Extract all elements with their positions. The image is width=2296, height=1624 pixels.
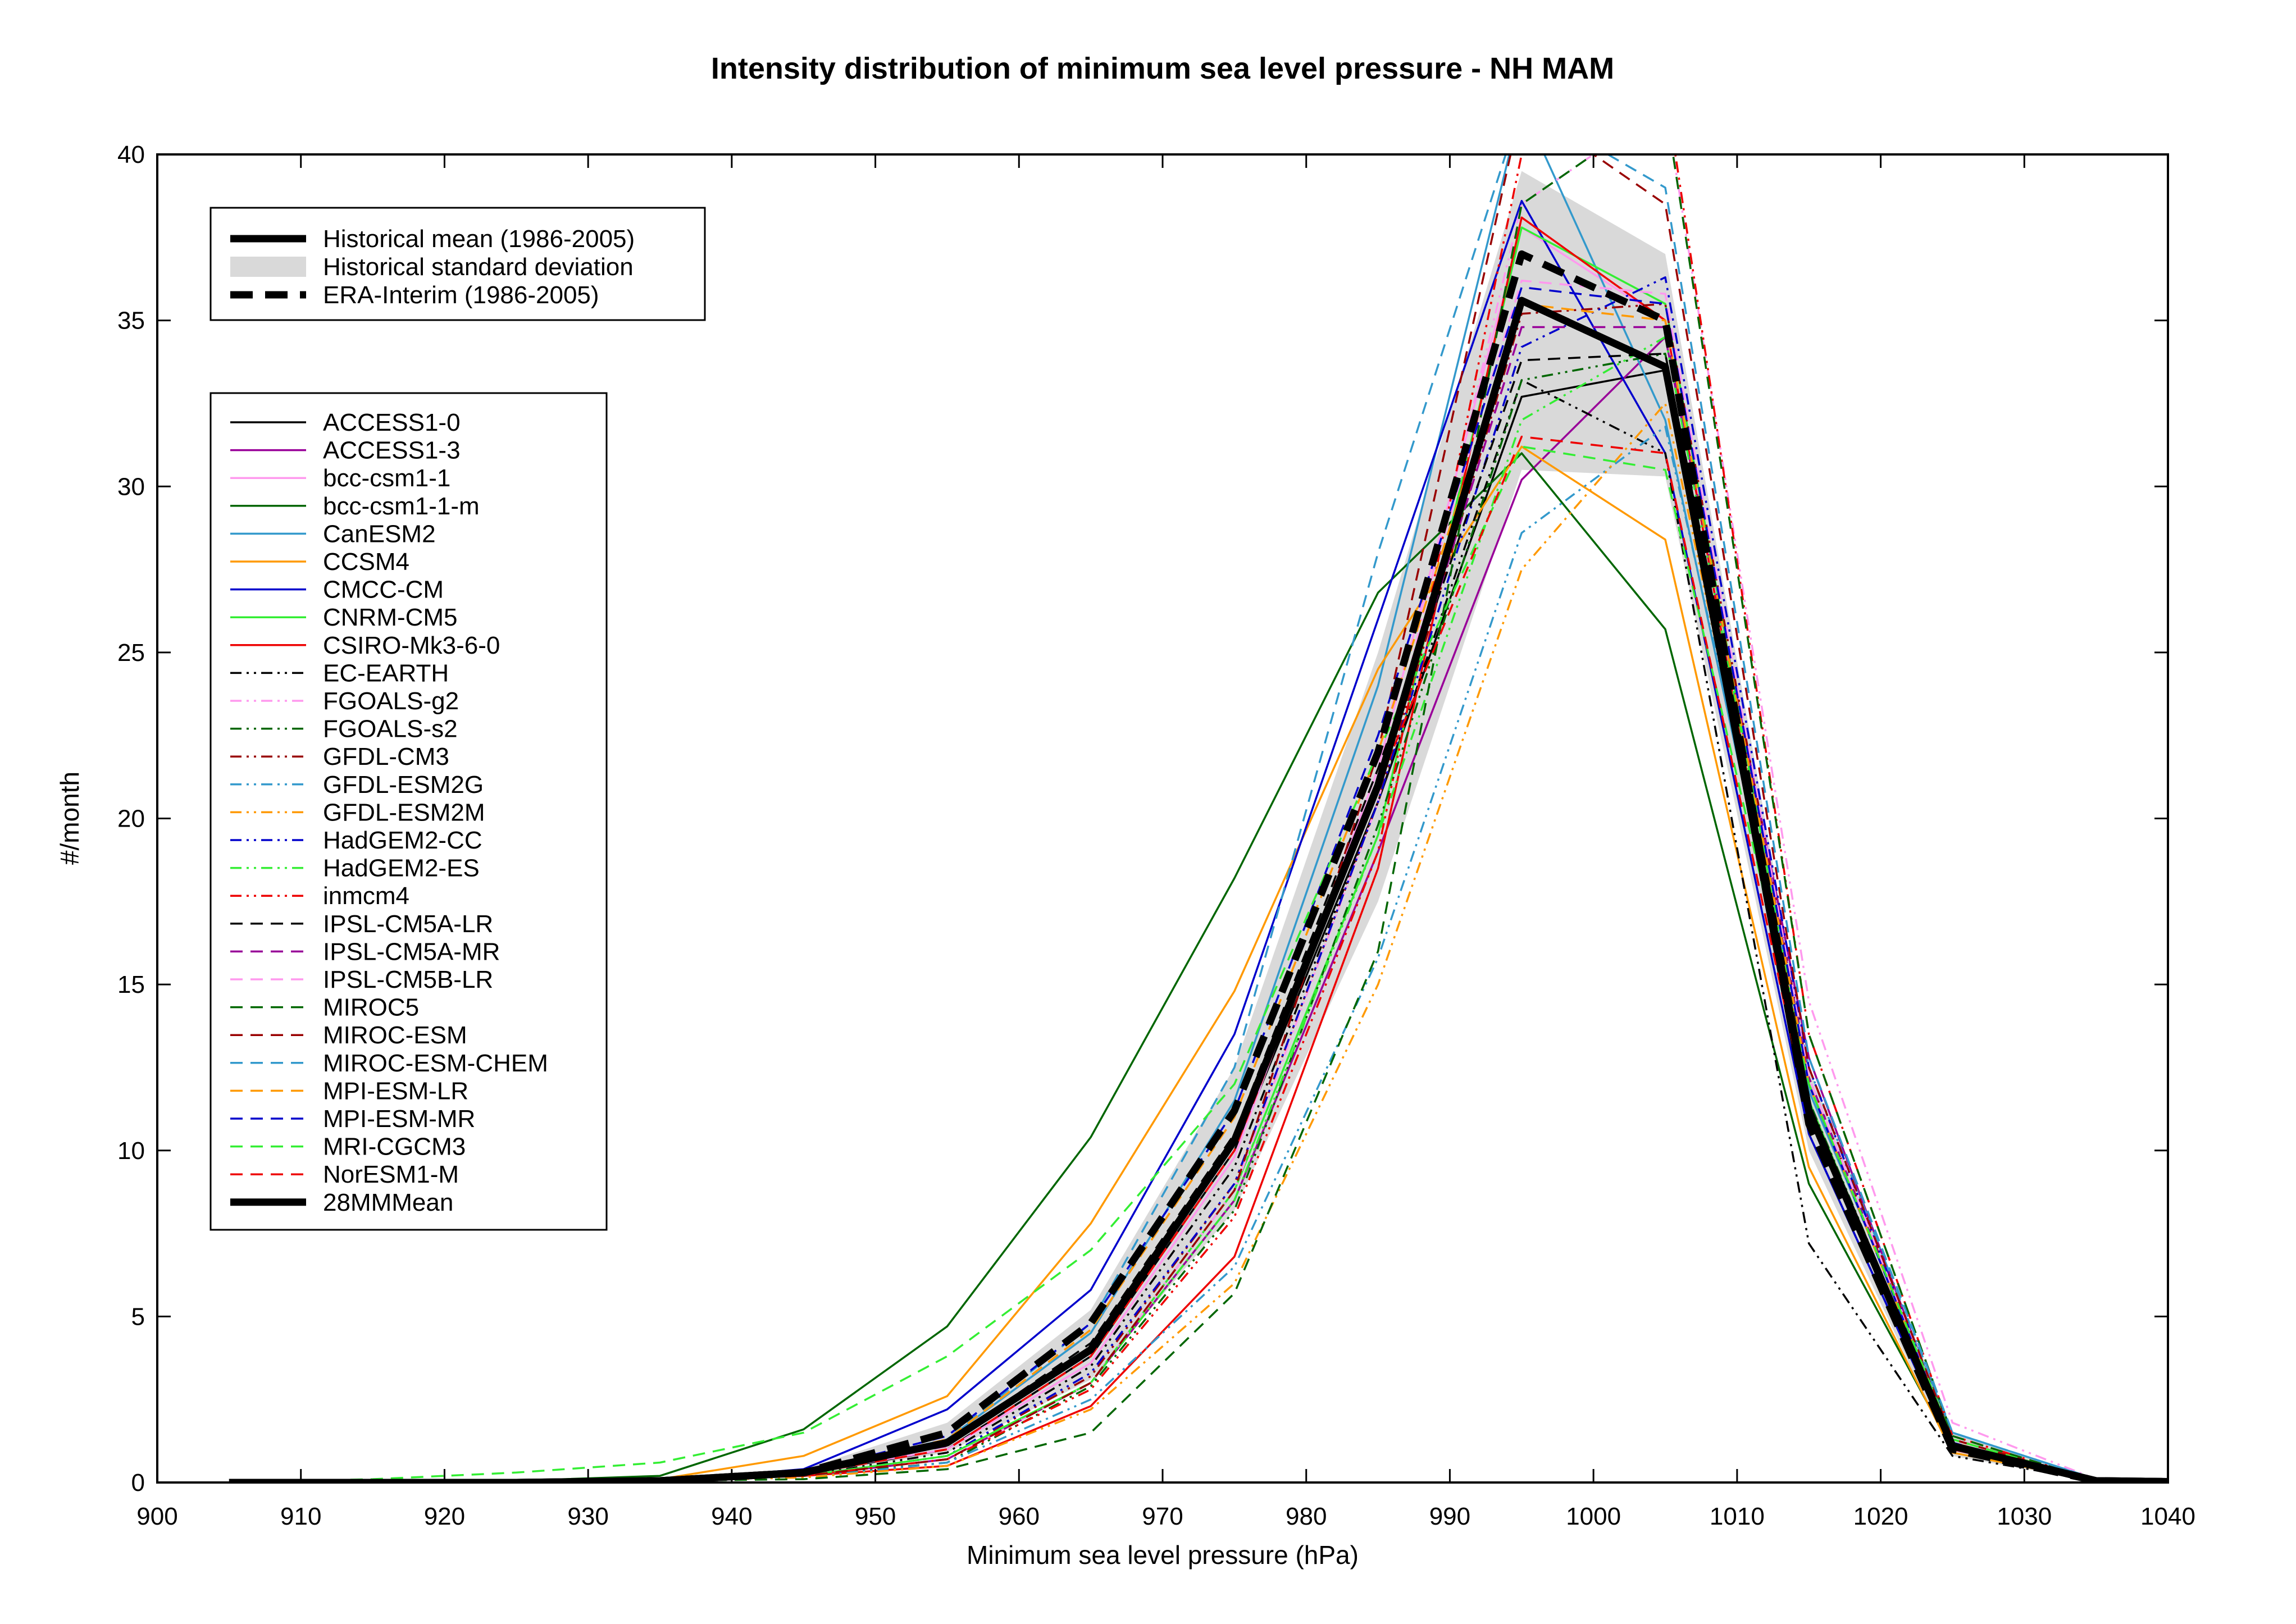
x-tick-label: 980 xyxy=(1286,1503,1327,1530)
x-tick-label: 960 xyxy=(999,1503,1040,1530)
y-tick-label: 10 xyxy=(117,1137,145,1165)
legend-label-ccsm4: CCSM4 xyxy=(323,548,409,576)
x-tick-label: 940 xyxy=(711,1503,752,1530)
legend-label-miroc5: MIROC5 xyxy=(323,994,419,1021)
legend-label-access1-0: ACCESS1-0 xyxy=(323,409,461,436)
legend-label-historical-standard-deviation: Historical standard deviation xyxy=(323,253,634,281)
y-tick-label: 25 xyxy=(117,639,145,667)
y-tick-label: 35 xyxy=(117,307,145,335)
x-tick-label: 950 xyxy=(855,1503,896,1530)
legend-label-bcc-csm1-1-m: bcc-csm1-1-m xyxy=(323,492,480,520)
x-axis-label: Minimum sea level pressure (hPa) xyxy=(967,1540,1359,1570)
legend-label-bcc-csm1-1: bcc-csm1-1 xyxy=(323,464,450,492)
legend-label-inmcm4: inmcm4 xyxy=(323,882,409,910)
std-band-group xyxy=(229,171,2168,1482)
y-tick-label: 15 xyxy=(117,971,145,998)
series-line-hadgem2-cc xyxy=(229,276,2168,1482)
x-axis: 900 910 920 930 940 950 960 970 980 990 1000 1010 10… xyxy=(136,154,2195,1530)
legend-label-gfdl-cm3: GFDL-CM3 xyxy=(323,743,449,770)
legend-label-gfdl-esm2m: GFDL-ESM2M xyxy=(323,799,485,826)
y-tick-label: 5 xyxy=(131,1303,145,1330)
series-line-inmcm4 xyxy=(229,154,2168,1482)
y-tick-label: 20 xyxy=(117,805,145,833)
legend-label-miroc-esm: MIROC-ESM xyxy=(323,1021,467,1049)
legend-label-ipsl-cm5a-mr: IPSL-CM5A-MR xyxy=(323,938,500,965)
model-legend: ACCESS1-0ACCESS1-3bcc-csm1-1bcc-csm1-1-m… xyxy=(209,392,608,1231)
x-tick-label: 1000 xyxy=(1566,1503,1621,1530)
legend-label-gfdl-esm2g: GFDL-ESM2G xyxy=(323,771,484,799)
legend-label-mpi-esm-lr: MPI-ESM-LR xyxy=(323,1077,468,1105)
legend-label-canesm2: CanESM2 xyxy=(323,520,436,548)
legend-label-ipsl-cm5a-lr: IPSL-CM5A-LR xyxy=(323,910,493,938)
series-line-ec-earth xyxy=(229,379,2168,1482)
legend-label-hadgem2-es: HadGEM2-ES xyxy=(323,855,480,882)
legend-label-ipsl-cm5b-lr: IPSL-CM5B-LR xyxy=(323,966,493,993)
x-tick-label: 1040 xyxy=(2140,1503,2195,1530)
y-tick-label: 30 xyxy=(117,473,145,500)
legend-label-historical-mean-1986-2005: Historical mean (1986-2005) xyxy=(323,225,635,253)
x-tick-label: 1030 xyxy=(1997,1503,2052,1530)
legend-label-mpi-esm-mr: MPI-ESM-MR xyxy=(323,1105,475,1133)
x-tick-label: 990 xyxy=(1429,1503,1470,1530)
y-axis-label: #/month xyxy=(55,772,84,865)
x-tick-label: 970 xyxy=(1142,1503,1183,1530)
x-tick-label: 910 xyxy=(280,1503,321,1530)
legend-label-hadgem2-cc: HadGEM2-CC xyxy=(323,827,482,854)
legend-label-mri-cgcm3: MRI-CGCM3 xyxy=(323,1133,466,1161)
legend-label-noresm1-m: NorESM1-M xyxy=(323,1161,459,1188)
y-axis: 0 5 10 15 20 25 30 35 40 xyxy=(117,141,2168,1497)
legend-label-fgoals-g2: FGOALS-g2 xyxy=(323,687,459,715)
legend-label-cnrm-cm5: CNRM-CM5 xyxy=(323,604,458,631)
y-tick-label: 40 xyxy=(117,141,145,168)
legend-swatch-std-band xyxy=(230,257,306,277)
chart-title: Intensity distribution of minimum sea le… xyxy=(711,52,1614,85)
legend-label-csiro-mk3-6-0: CSIRO-Mk3-6-0 xyxy=(323,632,500,659)
legend-label-access1-3: ACCESS1-3 xyxy=(323,437,461,464)
std-band xyxy=(229,171,2168,1482)
x-tick-label: 920 xyxy=(424,1503,465,1530)
legend-label-28mmmean: 28MMMean xyxy=(323,1189,453,1216)
legend-label-cmcc-cm: CMCC-CM xyxy=(323,576,444,604)
x-tick-label: 1020 xyxy=(1853,1503,1908,1530)
reference-legend: Historical mean (1986-2005)Historical st… xyxy=(209,207,706,321)
legend-label-era-interim-1986-2005: ERA-Interim (1986-2005) xyxy=(323,281,599,309)
x-tick-label: 930 xyxy=(567,1503,608,1530)
legend-label-fgoals-s2: FGOALS-s2 xyxy=(323,715,458,743)
series-line-mri-cgcm3 xyxy=(229,445,2168,1482)
legend-label-miroc-esm-chem: MIROC-ESM-CHEM xyxy=(323,1050,548,1077)
x-tick-label: 1010 xyxy=(1710,1503,1765,1530)
y-tick-label: 0 xyxy=(131,1469,145,1497)
x-tick-label: 900 xyxy=(136,1503,177,1530)
legend-label-ec-earth: EC-EARTH xyxy=(323,659,449,687)
